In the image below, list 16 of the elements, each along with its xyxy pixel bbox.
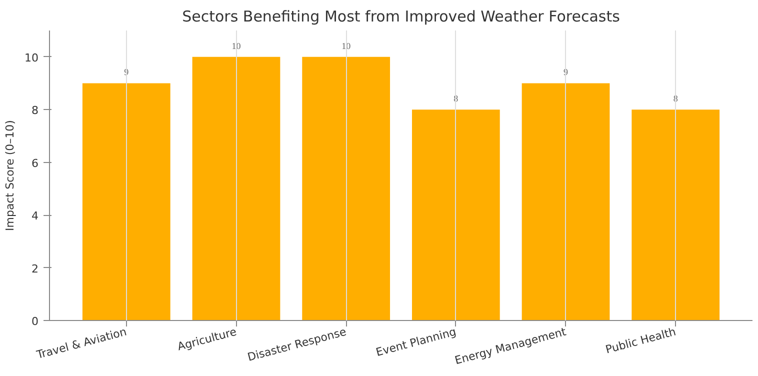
bar (632, 110, 720, 320)
y-tick-label: 10 (24, 51, 39, 64)
bar (522, 83, 610, 320)
y-tick-label: 6 (32, 156, 38, 170)
x-tick-label: Public Health (604, 325, 678, 356)
bar (412, 110, 500, 320)
bar (192, 56, 280, 320)
x-tick-label: Travel & Aviation (34, 325, 128, 362)
y-tick-label: 2 (32, 262, 38, 276)
chart-title: Sectors Benefiting Most from Improved Weather Forecasts (182, 8, 620, 26)
y-axis-title: Impact Score (0–10) (4, 120, 17, 231)
y-tick-label: 4 (32, 210, 38, 223)
y-tick-label: 0 (32, 315, 38, 328)
y-tick-label: 8 (32, 104, 38, 118)
bar (302, 56, 390, 320)
bar (82, 83, 170, 320)
